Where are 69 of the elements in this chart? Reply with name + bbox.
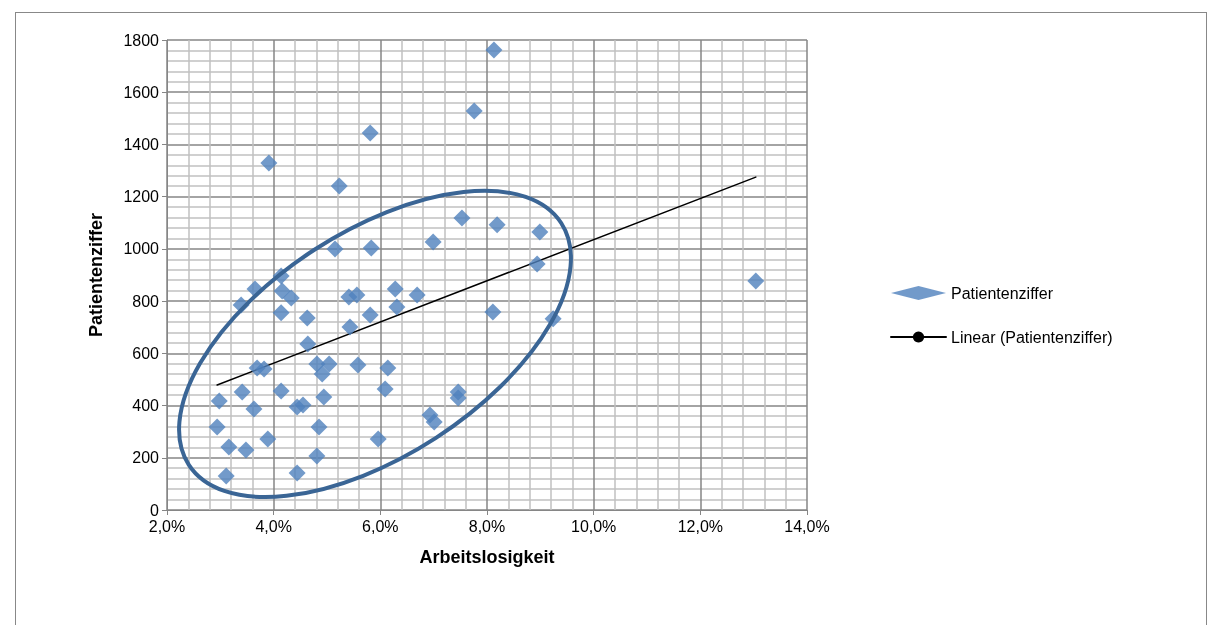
point (361, 306, 379, 324)
point (208, 418, 226, 436)
point (310, 418, 328, 436)
point (220, 438, 238, 456)
point (528, 255, 546, 273)
point (294, 396, 312, 414)
y-tick-label: 400 (132, 397, 160, 415)
point (465, 102, 483, 120)
point (260, 154, 278, 172)
point (747, 272, 765, 290)
point (369, 430, 387, 448)
legend-label: Linear (Patientenziffer) (951, 328, 1113, 346)
point (273, 282, 291, 300)
point (408, 286, 426, 304)
point (255, 360, 273, 378)
point (217, 467, 235, 485)
point (386, 280, 404, 298)
legend-label: Patientenziffer (951, 284, 1054, 302)
x-axis-title: Arbeitslosigkeit (419, 547, 555, 567)
point (330, 177, 348, 195)
y-tick-label: 1400 (123, 135, 160, 153)
x-tick-label: 12,0% (677, 517, 724, 535)
y-tick-label: 600 (132, 344, 160, 362)
point (362, 239, 380, 257)
point (488, 216, 506, 234)
point (320, 355, 338, 373)
point (376, 380, 394, 398)
x-tick-label: 4,0% (255, 517, 292, 535)
y-tick-label: 1800 (123, 31, 160, 49)
point (288, 464, 306, 482)
point (485, 41, 503, 59)
point (531, 223, 549, 241)
point (388, 298, 406, 316)
point (282, 289, 300, 307)
x-tick-label: 8,0% (468, 517, 506, 535)
point (453, 209, 471, 227)
point (313, 365, 331, 383)
point (348, 286, 366, 304)
y-axis-title: Patientenziffer (86, 212, 106, 338)
point (341, 318, 359, 336)
point (425, 413, 443, 431)
point (272, 304, 290, 322)
y-tick-label: 1200 (123, 188, 160, 206)
y-tick-label: 200 (132, 449, 160, 467)
y-tick-label: 800 (132, 292, 160, 310)
y-tick-label: 1000 (123, 240, 160, 258)
point (361, 124, 379, 142)
point (245, 400, 263, 418)
point (326, 240, 344, 258)
point (315, 388, 333, 406)
y-tick-label: 0 (150, 501, 160, 519)
point (233, 383, 251, 401)
point (379, 359, 397, 377)
y-tick-label: 1600 (123, 83, 160, 101)
x-tick-label: 2,0% (148, 517, 186, 535)
point (484, 303, 502, 321)
point (210, 392, 228, 410)
point (259, 430, 277, 448)
point (272, 382, 290, 400)
x-tick-label: 6,0% (362, 517, 399, 535)
x-tick-label: 14,0% (784, 517, 830, 535)
point (308, 447, 326, 465)
point (299, 335, 317, 353)
point (424, 233, 442, 251)
x-tick-label: 10,0% (570, 517, 617, 535)
point (298, 309, 316, 327)
point (349, 356, 367, 374)
point (449, 389, 467, 407)
point (237, 441, 255, 459)
